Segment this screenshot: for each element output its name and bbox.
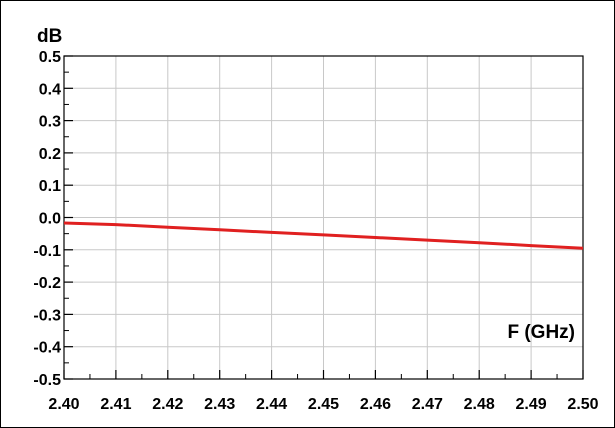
y-tick-label: 0.1 (39, 178, 61, 195)
x-tick-label: 2.41 (100, 396, 131, 413)
x-tick-label: 2.40 (48, 396, 79, 413)
y-tick-label: 0.5 (39, 49, 61, 66)
y-tick-label: -0.3 (33, 307, 61, 324)
x-tick-label: 2.47 (412, 396, 443, 413)
x-tick-label: 2.49 (516, 396, 547, 413)
y-tick-label: -0.2 (33, 275, 61, 292)
y-axis-label: dB (37, 26, 62, 47)
grid (63, 55, 584, 380)
y-tick-label: -0.5 (33, 372, 61, 389)
x-tick-label: 2.45 (308, 396, 339, 413)
series-layer (63, 221, 584, 250)
y-tick-label: 0.4 (39, 81, 61, 98)
x-tick-label: 2.46 (360, 396, 391, 413)
x-tick-label: 2.44 (256, 396, 287, 413)
y-tick-label: 0.0 (39, 211, 61, 228)
x-tick-label: 2.42 (152, 396, 183, 413)
x-tick-label: 2.50 (567, 396, 598, 413)
x-axis-label: F (GHz) (507, 322, 575, 343)
y-tick-label: -0.4 (33, 340, 61, 357)
series-line (63, 221, 584, 250)
x-axis-tick-labels: 2.40 2.41 2.42 2.43 2.44 2.45 2.46 2.47 2.48 2.49… (48, 396, 598, 413)
y-axis-tick-labels: 0.5 0.4 0.3 0.2 0.1 0.0 -0.1 -0.2 -0.3 -0.4 -0.5 (33, 49, 61, 389)
y-tick-label: -0.1 (33, 243, 61, 260)
y-tick-label: 0.3 (39, 114, 61, 131)
x-tick-label: 2.43 (204, 396, 235, 413)
plot-area (63, 55, 584, 380)
y-tick-label: 0.2 (39, 146, 61, 163)
x-tick-label: 2.48 (464, 396, 495, 413)
